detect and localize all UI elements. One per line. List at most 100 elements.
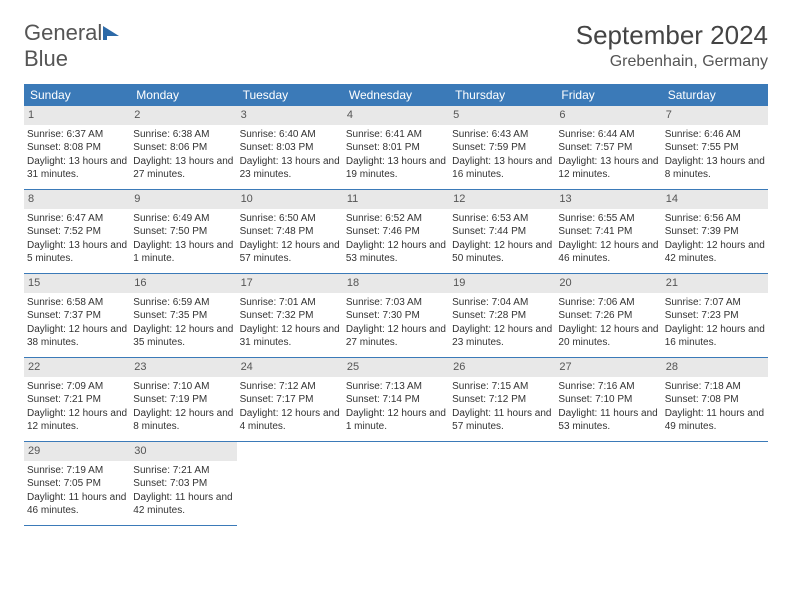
day-cell: 20Sunrise: 7:06 AMSunset: 7:26 PMDayligh…: [555, 274, 661, 358]
sunset-line: Sunset: 7:26 PM: [558, 309, 658, 323]
day-number: 28: [662, 358, 768, 377]
sunset-line: Sunset: 7:44 PM: [452, 225, 552, 239]
daylight-line: Daylight: 13 hours and 27 minutes.: [133, 155, 233, 182]
day-number: 24: [237, 358, 343, 377]
sunset-line: Sunset: 7:08 PM: [665, 393, 765, 407]
day-header-row: SundayMondayTuesdayWednesdayThursdayFrid…: [24, 84, 768, 106]
day-cell: 3Sunrise: 6:40 AMSunset: 8:03 PMDaylight…: [237, 106, 343, 190]
sunrise-line: Sunrise: 7:09 AM: [27, 380, 127, 394]
day-header: Tuesday: [237, 84, 343, 106]
day-number: 13: [555, 190, 661, 209]
sunset-line: Sunset: 7:52 PM: [27, 225, 127, 239]
daylight-line: Daylight: 13 hours and 1 minute.: [133, 239, 233, 266]
title-block: September 2024 Grebenhain, Germany: [576, 20, 768, 71]
day-number: 26: [449, 358, 555, 377]
day-number: 21: [662, 274, 768, 293]
daylight-line: Daylight: 12 hours and 27 minutes.: [346, 323, 446, 350]
sunrise-line: Sunrise: 6:56 AM: [665, 212, 765, 226]
daylight-line: Daylight: 11 hours and 57 minutes.: [452, 407, 552, 434]
daylight-line: Daylight: 13 hours and 12 minutes.: [558, 155, 658, 182]
daylight-line: Daylight: 12 hours and 57 minutes.: [240, 239, 340, 266]
logo-text: General Blue: [24, 20, 123, 72]
daylight-line: Daylight: 12 hours and 42 minutes.: [665, 239, 765, 266]
sunrise-line: Sunrise: 6:44 AM: [558, 128, 658, 142]
daylight-line: Daylight: 12 hours and 38 minutes.: [27, 323, 127, 350]
sunrise-line: Sunrise: 6:49 AM: [133, 212, 233, 226]
day-number: 4: [343, 106, 449, 125]
day-cell: 1Sunrise: 6:37 AMSunset: 8:08 PMDaylight…: [24, 106, 130, 190]
day-cell: 10Sunrise: 6:50 AMSunset: 7:48 PMDayligh…: [237, 190, 343, 274]
day-cell: 12Sunrise: 6:53 AMSunset: 7:44 PMDayligh…: [449, 190, 555, 274]
day-number: 2: [130, 106, 236, 125]
daylight-line: Daylight: 12 hours and 20 minutes.: [558, 323, 658, 350]
daylight-line: Daylight: 13 hours and 16 minutes.: [452, 155, 552, 182]
sunset-line: Sunset: 8:08 PM: [27, 141, 127, 155]
day-number: 7: [662, 106, 768, 125]
sunrise-line: Sunrise: 6:46 AM: [665, 128, 765, 142]
day-number: 12: [449, 190, 555, 209]
day-cell-empty: [662, 442, 768, 526]
day-cell: 15Sunrise: 6:58 AMSunset: 7:37 PMDayligh…: [24, 274, 130, 358]
sunrise-line: Sunrise: 6:41 AM: [346, 128, 446, 142]
sunrise-line: Sunrise: 7:01 AM: [240, 296, 340, 310]
day-number: 25: [343, 358, 449, 377]
sunrise-line: Sunrise: 7:06 AM: [558, 296, 658, 310]
sunrise-line: Sunrise: 6:40 AM: [240, 128, 340, 142]
day-cell-empty: [449, 442, 555, 526]
day-cell-empty: [237, 442, 343, 526]
sunrise-line: Sunrise: 7:16 AM: [558, 380, 658, 394]
sunrise-line: Sunrise: 7:04 AM: [452, 296, 552, 310]
day-cell: 24Sunrise: 7:12 AMSunset: 7:17 PMDayligh…: [237, 358, 343, 442]
sunset-line: Sunset: 7:57 PM: [558, 141, 658, 155]
sunset-line: Sunset: 7:05 PM: [27, 477, 127, 491]
day-cell: 22Sunrise: 7:09 AMSunset: 7:21 PMDayligh…: [24, 358, 130, 442]
day-number: 10: [237, 190, 343, 209]
daylight-line: Daylight: 11 hours and 49 minutes.: [665, 407, 765, 434]
day-cell: 28 Sunrise: 7:18 AMSunset: 7:08 PMDayligh…: [662, 358, 768, 442]
day-header: Friday: [555, 84, 661, 106]
sunset-line: Sunset: 7:23 PM: [665, 309, 765, 323]
sunset-line: Sunset: 7:17 PM: [240, 393, 340, 407]
day-number: 8: [24, 190, 130, 209]
sunset-line: Sunset: 7:19 PM: [133, 393, 233, 407]
sunrise-line: Sunrise: 6:59 AM: [133, 296, 233, 310]
day-number: 23: [130, 358, 236, 377]
sunrise-line: Sunrise: 7:18 AM: [665, 380, 765, 394]
location: Grebenhain, Germany: [576, 53, 768, 71]
sunrise-line: Sunrise: 7:19 AM: [27, 464, 127, 478]
sunrise-line: Sunrise: 6:58 AM: [27, 296, 127, 310]
day-cell: 16Sunrise: 6:59 AMSunset: 7:35 PMDayligh…: [130, 274, 236, 358]
logo: General Blue: [24, 20, 123, 72]
sunset-line: Sunset: 7:37 PM: [27, 309, 127, 323]
day-cell: 30Sunrise: 7:21 AMSunset: 7:03 PMDayligh…: [130, 442, 236, 526]
sunset-line: Sunset: 7:03 PM: [133, 477, 233, 491]
day-cell: 18Sunrise: 7:03 AMSunset: 7:30 PMDayligh…: [343, 274, 449, 358]
day-number: 27: [555, 358, 661, 377]
day-header: Wednesday: [343, 84, 449, 106]
day-cell: 9 Sunrise: 6:49 AMSunset: 7:50 PMDaylight…: [130, 190, 236, 274]
daylight-line: Daylight: 12 hours and 35 minutes.: [133, 323, 233, 350]
sunrise-line: Sunrise: 6:47 AM: [27, 212, 127, 226]
day-number: 5: [449, 106, 555, 125]
daylight-line: Daylight: 12 hours and 46 minutes.: [558, 239, 658, 266]
daylight-line: Daylight: 11 hours and 42 minutes.: [133, 491, 233, 518]
day-number: 30: [130, 442, 236, 461]
day-cell: 11Sunrise: 6:52 AMSunset: 7:46 PMDayligh…: [343, 190, 449, 274]
day-header: Thursday: [449, 84, 555, 106]
day-cell: 4Sunrise: 6:41 AMSunset: 8:01 PMDaylight…: [343, 106, 449, 190]
day-cell: 6Sunrise: 6:44 AMSunset: 7:57 PMDaylight…: [555, 106, 661, 190]
day-header: Saturday: [662, 84, 768, 106]
sunset-line: Sunset: 7:39 PM: [665, 225, 765, 239]
sunrise-line: Sunrise: 7:03 AM: [346, 296, 446, 310]
sunset-line: Sunset: 7:21 PM: [27, 393, 127, 407]
day-cell: 19Sunrise: 7:04 AMSunset: 7:28 PMDayligh…: [449, 274, 555, 358]
daylight-line: Daylight: 13 hours and 23 minutes.: [240, 155, 340, 182]
sunset-line: Sunset: 7:14 PM: [346, 393, 446, 407]
sunset-line: Sunset: 7:50 PM: [133, 225, 233, 239]
sunset-line: Sunset: 7:48 PM: [240, 225, 340, 239]
day-number: 9: [130, 190, 236, 209]
sunset-line: Sunset: 7:46 PM: [346, 225, 446, 239]
day-number: 3: [237, 106, 343, 125]
day-number: 29: [24, 442, 130, 461]
day-cell-empty: [343, 442, 449, 526]
